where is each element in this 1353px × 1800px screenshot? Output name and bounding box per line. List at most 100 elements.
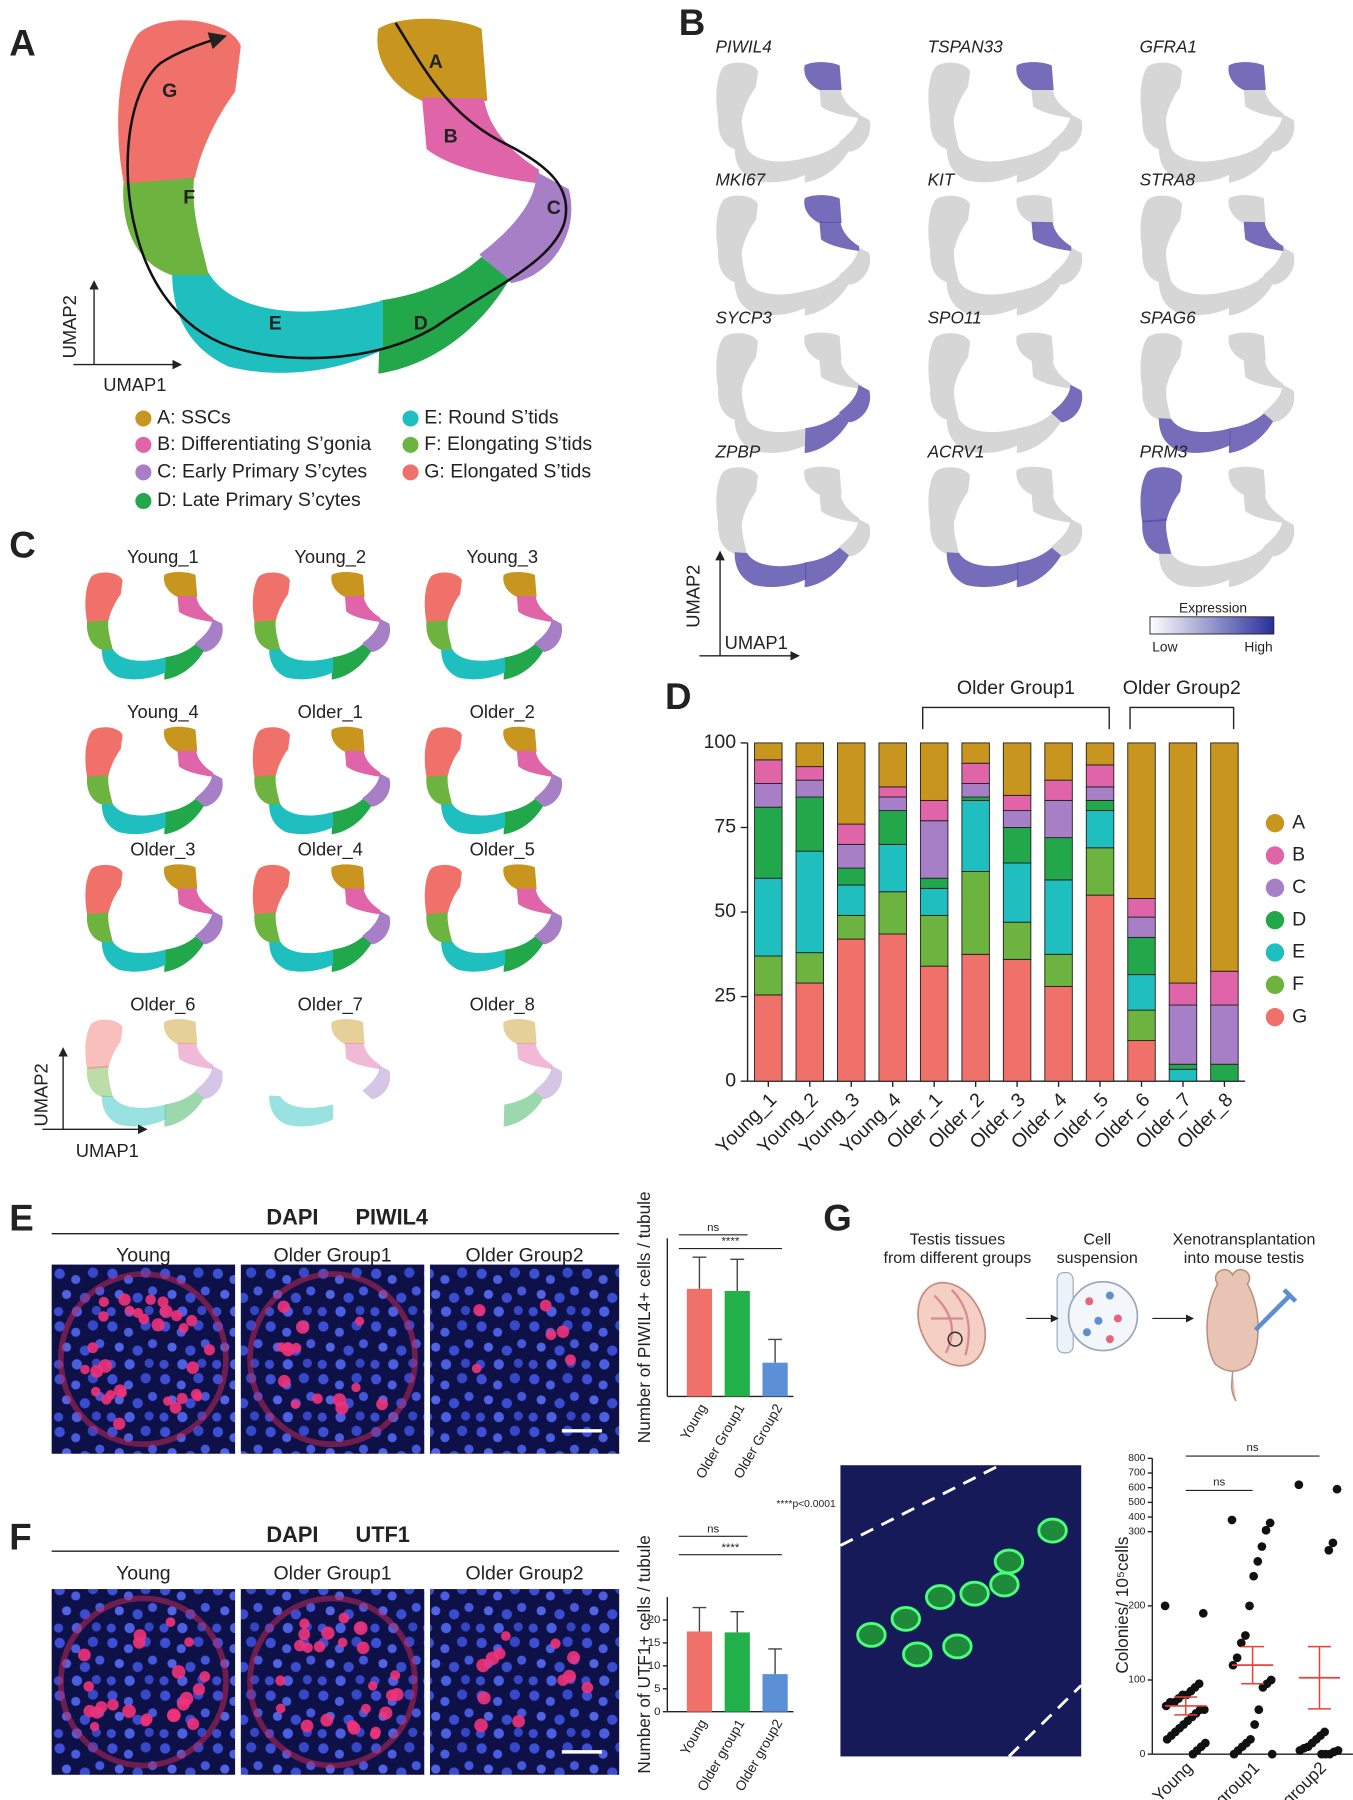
umap-cluster	[716, 333, 758, 389]
marker-cell	[337, 1637, 348, 1648]
legend-marker	[1265, 975, 1285, 995]
umap-plot	[424, 726, 563, 835]
umap-plot	[928, 195, 1083, 316]
bar-segment	[795, 779, 824, 798]
gene-name: ACRV1	[927, 441, 985, 461]
bar-segment	[1085, 894, 1115, 1082]
legend-marker	[1265, 814, 1285, 833]
umap-cluster	[1031, 221, 1072, 251]
data-point	[1160, 1601, 1170, 1611]
umap-cluster	[1243, 88, 1284, 118]
trajectory	[126, 22, 568, 360]
bar-segment	[878, 843, 907, 893]
umap-plot	[252, 726, 391, 835]
umap-cluster	[804, 547, 849, 588]
umap-cluster	[1142, 384, 1172, 420]
data-point	[1188, 1749, 1198, 1759]
panel-label: C	[9, 525, 35, 566]
umap-plot	[1031, 221, 1072, 251]
umap-cluster	[516, 750, 553, 777]
umap-plot	[716, 195, 871, 316]
legend-marker	[135, 464, 152, 481]
bar-segment	[1044, 779, 1073, 801]
umap-cluster	[331, 1019, 365, 1045]
umap-cluster	[503, 798, 544, 835]
umap-cluster	[1243, 221, 1284, 251]
umap-cluster	[928, 467, 971, 523]
umap-cluster	[930, 518, 960, 554]
error-bar	[1241, 1645, 1265, 1685]
bar-segment	[1002, 794, 1032, 812]
legend-marker	[1265, 878, 1285, 898]
bar-segment	[795, 982, 824, 1082]
gene-name: SPAG6	[1140, 307, 1196, 327]
umap-cluster	[441, 803, 506, 835]
axis-label: UMAP1	[76, 1140, 139, 1161]
column-label: Older Group2	[466, 1245, 584, 1267]
data-point	[1265, 1518, 1275, 1528]
marker-cell	[107, 1698, 119, 1711]
step-label: from different groups	[884, 1249, 1032, 1267]
cell-icon	[1082, 1328, 1091, 1337]
bar-segment	[754, 806, 783, 879]
umap-cluster	[177, 750, 213, 777]
panel-label: D	[665, 676, 691, 717]
sample-name: Young_1	[127, 546, 199, 568]
marker-cell	[562, 1669, 577, 1683]
legend-marker	[135, 410, 152, 427]
umap-cluster	[424, 864, 462, 915]
marker-cell	[360, 1703, 371, 1714]
axis-label: UMAP2	[683, 565, 704, 628]
panel-label: F	[9, 1516, 31, 1557]
column-label: Young	[116, 1562, 171, 1584]
bar-segment	[1168, 1068, 1198, 1082]
step-label: into mouse testis	[1184, 1249, 1304, 1267]
umap-cluster	[1140, 467, 1183, 523]
cell-icon	[1105, 1291, 1114, 1300]
axis-label: UMAP1	[103, 374, 166, 395]
micrograph	[51, 1264, 236, 1454]
data-point	[1254, 1705, 1264, 1715]
umap-cluster	[516, 1042, 553, 1070]
bar	[762, 1674, 788, 1712]
tissue-sample	[947, 1331, 963, 1347]
marker-cell	[539, 1299, 552, 1312]
suspension-icon	[1067, 1280, 1139, 1352]
umap-cluster	[331, 864, 365, 890]
umap-cluster	[254, 910, 281, 943]
gene-name: STRA8	[1140, 170, 1196, 190]
umap-cluster	[177, 595, 213, 622]
umap-cluster	[1228, 62, 1266, 90]
bar-segment	[837, 867, 866, 886]
bar-segment	[1127, 916, 1156, 938]
umap-cluster	[804, 275, 849, 316]
sample-name: Young_4	[127, 701, 199, 723]
bar-segment	[1168, 742, 1198, 984]
marker-cell	[98, 1296, 109, 1308]
colony-cell	[989, 1571, 1020, 1598]
cluster-letter: A	[429, 51, 443, 73]
marker-cell	[199, 1671, 211, 1683]
colony-image	[840, 1465, 1082, 1757]
micrograph	[430, 1264, 620, 1454]
legend-label: D: Late Primary S’cytes	[157, 489, 361, 511]
umap-plot	[252, 572, 391, 680]
bar-segment	[1085, 742, 1115, 766]
significance-label: ns	[707, 1523, 719, 1535]
legend-label: A	[1292, 811, 1305, 833]
marker-cell	[186, 1315, 198, 1327]
marker-cell	[290, 1399, 301, 1409]
significance-label: ns	[1213, 1476, 1225, 1488]
bar-segment	[795, 796, 824, 852]
umap-cluster	[716, 195, 758, 251]
marker-cell	[87, 1342, 99, 1354]
marker-cell	[192, 1391, 203, 1402]
step-label: Cell	[1083, 1231, 1111, 1249]
umap-plot	[1228, 62, 1266, 90]
significance-label: ****	[721, 1542, 739, 1554]
umap-plot	[252, 864, 391, 972]
bar-segment	[1002, 921, 1032, 960]
marker-cell	[369, 1728, 381, 1740]
y-tick-label: 100	[704, 731, 737, 753]
umap-cluster	[362, 1065, 391, 1100]
